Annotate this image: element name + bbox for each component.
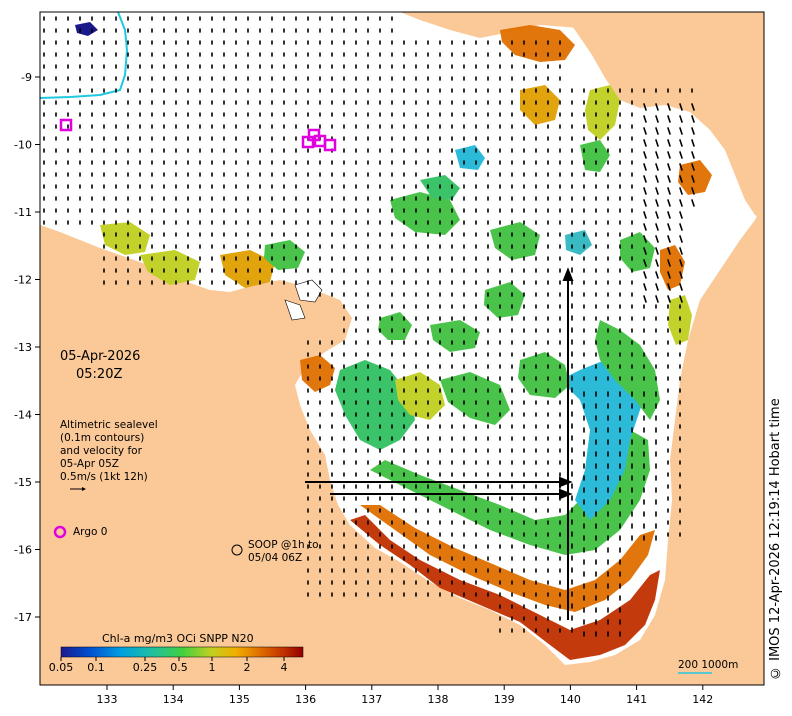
x-tick-label: 142 <box>692 693 713 706</box>
y-axis-ticks: -9 -10 -11 -12 -13 -14 -15 -16 -17 <box>14 71 40 624</box>
x-tick-label: 134 <box>163 693 184 706</box>
y-tick-label: -9 <box>21 71 32 84</box>
x-axis-ticks: 133 134 135 136 137 138 139 140 141 142 <box>97 685 713 706</box>
map-date: 05-Apr-2026 <box>60 349 140 364</box>
colorbar-tick-label: 0.05 <box>49 661 74 674</box>
x-tick-label: 137 <box>361 693 382 706</box>
x-tick-label: 133 <box>97 693 118 706</box>
svg-text:Altimetric sealevel: Altimetric sealevel <box>60 419 158 431</box>
colorbar-tick-label: 4 <box>281 661 288 674</box>
x-tick-label: 140 <box>560 693 581 706</box>
map-time: 05:20Z <box>76 367 122 382</box>
depth-scale-label: 200 1000m <box>678 659 738 671</box>
x-tick-label: 138 <box>428 693 449 706</box>
colorbar-title: Chl-a mg/m3 OCi SNPP N20 <box>102 632 254 645</box>
soop-legend-icon <box>231 544 243 556</box>
y-tick-label: -16 <box>14 544 32 557</box>
y-tick-label: -13 <box>14 341 32 354</box>
cyan-boundary-line <box>40 12 129 99</box>
svg-text:0.5m/s (1kt 12h): 0.5m/s (1kt 12h) <box>60 471 148 483</box>
y-tick-label: -11 <box>14 206 32 219</box>
strong-current-arrows <box>305 267 574 620</box>
land-west <box>40 200 764 685</box>
y-tick-label: -17 <box>14 611 32 624</box>
colorbar-tick-label: 1 <box>209 661 216 674</box>
copyright-text: © IMOS 12-Apr-2026 12:19:14 Hobart time <box>768 398 783 680</box>
colorbar-tick-label: 0.25 <box>133 661 158 674</box>
altimetry-legend: Altimetric sealevel (0.1m contours) and … <box>60 419 158 491</box>
colorbar-tick-label: 0.1 <box>87 661 105 674</box>
islands <box>284 279 323 321</box>
argo-legend-icon <box>53 525 67 539</box>
colorbar-tick-label: 0.5 <box>170 661 188 674</box>
y-tick-label: -12 <box>14 274 32 287</box>
soop-legend-line-1: SOOP @1h to <box>248 539 319 551</box>
y-tick-label: -15 <box>14 476 32 489</box>
plot-frame <box>39 11 765 686</box>
y-tick-label: -14 <box>14 409 32 422</box>
soop-legend-line-2: 05/04 06Z <box>248 552 302 564</box>
argo-floats <box>59 118 337 152</box>
svg-text:05-Apr 05Z: 05-Apr 05Z <box>60 458 119 470</box>
colorbar: Chl-a mg/m3 OCi SNPP N20 0.05 0.1 0.25 0.5 1… <box>49 632 304 674</box>
x-tick-label: 136 <box>295 693 316 706</box>
velocity-arrow-field <box>43 16 695 637</box>
chlorophyll-layer <box>100 25 712 660</box>
x-tick-label: 135 <box>229 693 250 706</box>
svg-text:and velocity for: and velocity for <box>60 445 143 457</box>
x-tick-label: 141 <box>626 693 647 706</box>
svg-text:(0.1m contours): (0.1m contours) <box>60 432 144 444</box>
colorbar-tick-label: 2 <box>244 661 251 674</box>
y-tick-label: -10 <box>14 139 32 152</box>
land-new-guinea <box>400 12 764 90</box>
x-tick-label: 139 <box>494 693 515 706</box>
argo-legend-label: Argo 0 <box>73 526 107 538</box>
